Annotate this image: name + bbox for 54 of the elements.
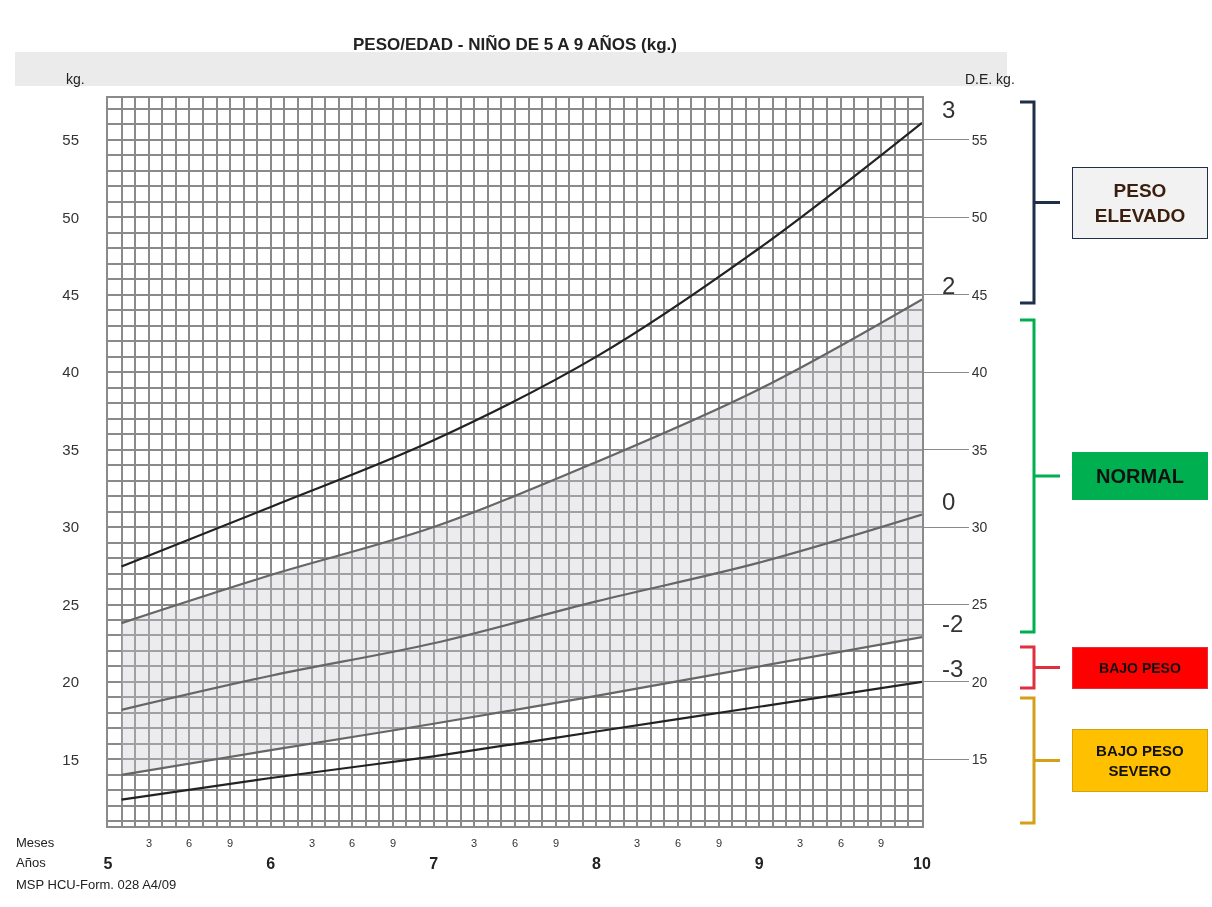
- text: 6: [512, 837, 519, 849]
- chart-title: PESO/EDAD - NIÑO DE 5 A 9 AÑOS (kg.): [353, 34, 677, 54]
- x-tick-label: 10: [913, 855, 931, 873]
- x-tick-label: 6: [266, 855, 276, 873]
- y2-tick-label: 25: [971, 596, 988, 613]
- y2-tick-label: 35: [971, 441, 988, 458]
- text: 9: [390, 837, 397, 849]
- text: 6: [186, 837, 193, 849]
- y-tick-label: 35: [62, 440, 79, 458]
- x-tick-label: 7: [429, 855, 439, 873]
- text: 3: [471, 837, 478, 849]
- text: BAJO PESO SEVERO: [1096, 742, 1184, 779]
- text: BAJO PESO: [1099, 660, 1181, 676]
- text: PESO ELEVADO: [1094, 180, 1186, 226]
- series-label: -2: [942, 610, 964, 637]
- y2-tick-label: 50: [971, 209, 988, 226]
- text: NORMAL: [1096, 465, 1184, 487]
- text: 6: [838, 837, 845, 849]
- x-tick-label: 9: [754, 855, 764, 873]
- text: 3: [797, 837, 804, 849]
- series-label: 0: [942, 488, 956, 515]
- text: 3: [309, 837, 316, 849]
- x-tick-label: 5: [103, 855, 113, 873]
- y-tick-label: 50: [62, 208, 79, 226]
- series-label: 2: [942, 272, 956, 299]
- y2-tick-label: 45: [971, 286, 988, 303]
- y2-tick-label: 15: [971, 751, 988, 768]
- y-tick-label: 15: [62, 750, 79, 768]
- text: 9: [716, 837, 723, 849]
- text: 6: [675, 837, 682, 849]
- y2-tick-label: 55: [971, 131, 988, 148]
- y-tick-label: 40: [62, 363, 79, 381]
- text: Años: [16, 855, 47, 870]
- y2-tick-label: 30: [971, 518, 988, 535]
- y-tick-label: 25: [62, 595, 79, 613]
- text: 3: [634, 837, 641, 849]
- y-tick-label: 55: [62, 131, 79, 149]
- y-tick-label: 20: [62, 673, 79, 691]
- text: Meses: [16, 835, 55, 850]
- text: 9: [227, 837, 234, 849]
- text: 6: [349, 837, 356, 849]
- y-axis-title: kg.: [66, 71, 85, 87]
- y2-tick-label: 20: [971, 673, 988, 690]
- text: 9: [553, 837, 560, 849]
- text: MSP HCU-Form. 028 A4/09: [16, 877, 177, 892]
- text: 3: [146, 837, 153, 849]
- series-label: 3: [942, 96, 956, 123]
- y-tick-label: 30: [62, 518, 79, 536]
- y2-axis-title: D.E. kg.: [965, 71, 1015, 87]
- y-tick-label: 45: [62, 285, 79, 303]
- series-label: -3: [942, 655, 964, 682]
- x-tick-label: 8: [591, 855, 601, 873]
- text: 9: [878, 837, 885, 849]
- y2-tick-label: 40: [971, 364, 988, 381]
